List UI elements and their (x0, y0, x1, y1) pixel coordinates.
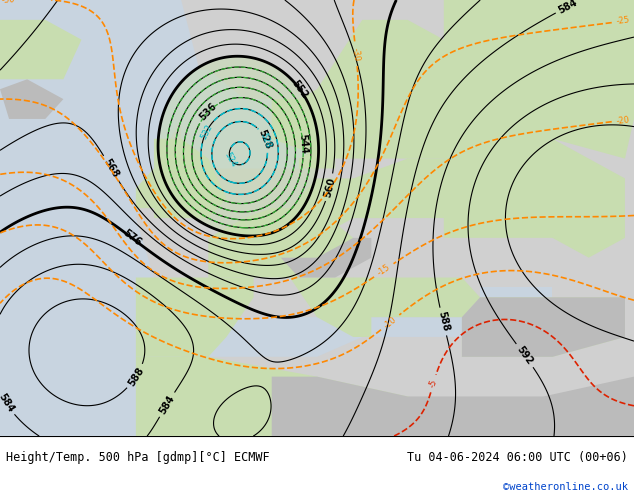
Polygon shape (480, 288, 552, 307)
Text: 528: 528 (258, 131, 272, 149)
Text: 532: 532 (199, 122, 214, 141)
Text: 584: 584 (557, 0, 579, 15)
Polygon shape (462, 297, 625, 357)
Polygon shape (353, 89, 444, 159)
Polygon shape (462, 297, 625, 357)
Text: ©weatheronline.co.uk: ©weatheronline.co.uk (503, 482, 628, 490)
Polygon shape (272, 20, 444, 159)
Text: -25: -25 (616, 16, 631, 26)
Polygon shape (389, 40, 498, 159)
Text: -15: -15 (376, 263, 392, 278)
Text: 588: 588 (436, 311, 450, 333)
Text: Height/Temp. 500 hPa [gdmp][°C] ECMWF: Height/Temp. 500 hPa [gdmp][°C] ECMWF (6, 451, 270, 464)
Polygon shape (353, 277, 480, 317)
Polygon shape (181, 70, 317, 169)
Polygon shape (209, 208, 353, 277)
Text: 568: 568 (101, 157, 120, 179)
Polygon shape (353, 139, 498, 218)
Text: 584: 584 (157, 393, 176, 416)
Polygon shape (154, 139, 226, 218)
Polygon shape (136, 277, 254, 357)
Text: -10: -10 (382, 315, 398, 330)
Text: 528: 528 (257, 128, 273, 151)
Text: 576: 576 (121, 228, 143, 248)
Text: 560: 560 (322, 176, 337, 198)
Polygon shape (290, 277, 372, 337)
Polygon shape (281, 238, 372, 277)
Text: Tu 04-06-2024 06:00 UTC (00+06): Tu 04-06-2024 06:00 UTC (00+06) (407, 451, 628, 464)
Text: 544: 544 (297, 133, 309, 154)
Polygon shape (209, 317, 552, 357)
Polygon shape (0, 0, 199, 436)
Polygon shape (136, 169, 172, 208)
Text: -30: -30 (351, 47, 361, 62)
Text: -5: -5 (428, 378, 439, 389)
Text: -30: -30 (1, 0, 16, 5)
Text: 524: 524 (223, 150, 238, 169)
Polygon shape (0, 79, 63, 119)
Text: 584: 584 (0, 392, 16, 414)
Polygon shape (444, 139, 625, 258)
Text: 588: 588 (126, 365, 146, 388)
Polygon shape (136, 357, 634, 436)
Polygon shape (408, 0, 634, 159)
Text: 536: 536 (197, 101, 219, 123)
Polygon shape (0, 20, 82, 79)
Text: 592: 592 (515, 344, 534, 367)
Text: -20: -20 (616, 115, 631, 125)
Polygon shape (299, 148, 335, 169)
Text: 552: 552 (290, 78, 310, 100)
Polygon shape (281, 159, 462, 238)
Polygon shape (272, 377, 634, 436)
Polygon shape (0, 0, 634, 436)
